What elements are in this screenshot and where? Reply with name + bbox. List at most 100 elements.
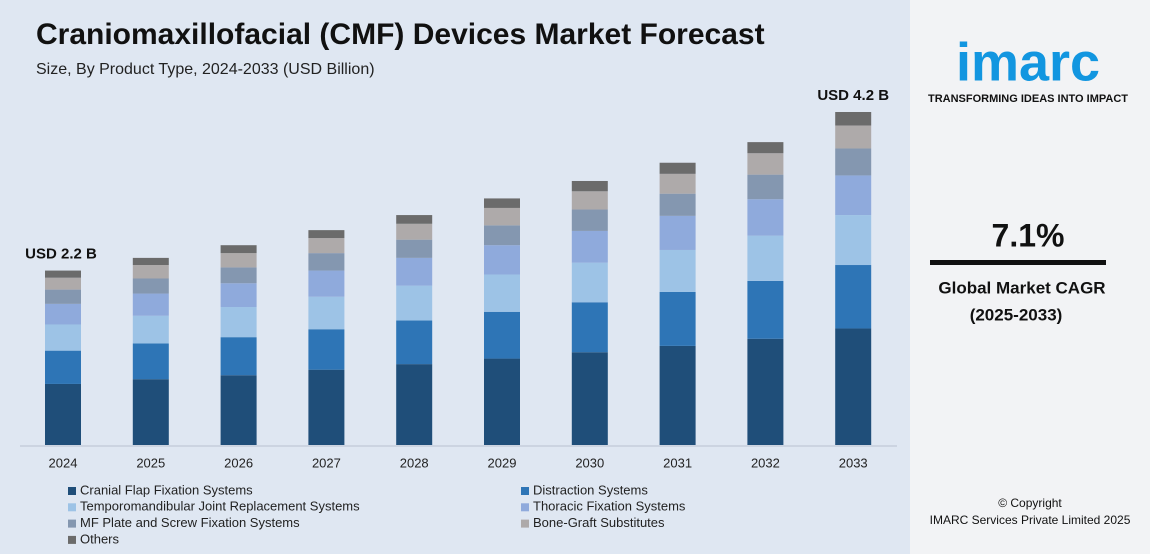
legend-swatch (521, 503, 529, 512)
legend-label: Bone-Graft Substitutes (533, 515, 665, 530)
bar-segment (484, 274, 520, 312)
bar-segment (220, 307, 257, 338)
bar-segment (571, 302, 608, 353)
bar-segment (220, 375, 257, 445)
bar-segment (747, 174, 784, 200)
x-tick-label: 2025 (136, 455, 165, 470)
legend-swatch (68, 503, 76, 512)
legend-label: Distraction Systems (533, 482, 648, 497)
bar-segment (396, 215, 433, 224)
bar-segment (396, 257, 433, 286)
bar-segment (835, 215, 872, 266)
legend-label: Thoracic Fixation Systems (533, 499, 686, 514)
bar-segment (308, 270, 345, 297)
cagr-period: (2025-2033) (970, 305, 1063, 324)
bar-segment (220, 267, 257, 284)
bar-segment (396, 364, 433, 445)
legend-swatch (68, 535, 76, 544)
x-tick-label: 2029 (488, 455, 517, 470)
bar-segment (220, 253, 257, 268)
bar-segment (484, 207, 520, 226)
bar-segment (835, 125, 872, 149)
bar-segment (132, 257, 169, 266)
bar-segment (747, 235, 784, 281)
bar-segment (571, 262, 608, 303)
x-tick-label: 2024 (49, 455, 78, 470)
annotation: USD 2.2 B (25, 246, 97, 263)
bar-segment (571, 230, 608, 263)
legend-swatch (521, 487, 529, 495)
bar-segment (659, 193, 696, 216)
bar-segment (308, 329, 345, 370)
bar-segment (396, 239, 433, 258)
bar-segment (659, 345, 696, 445)
bar-segment (571, 191, 608, 210)
bar-segment (659, 215, 696, 250)
bar-segment (484, 245, 520, 275)
logo: imarc (956, 32, 1100, 92)
cagr-value: 7.1% (992, 217, 1065, 253)
legend-swatch (68, 519, 76, 528)
bar-segment (45, 277, 81, 290)
tagline: TRANSFORMING IDEAS INTO IMPACT (928, 93, 1128, 105)
x-tick-label: 2033 (839, 455, 868, 470)
bar-segment (45, 303, 81, 325)
bar-segment (308, 238, 345, 254)
x-tick-label: 2032 (751, 455, 780, 470)
bar-segment (835, 265, 872, 329)
bar-segment (220, 245, 257, 254)
chart-subtitle: Size, By Product Type, 2024-2033 (USD Bi… (36, 61, 375, 78)
legend-swatch (521, 519, 529, 528)
x-tick-label: 2031 (663, 455, 692, 470)
legend-label: Temporomandibular Joint Replacement Syst… (80, 499, 360, 514)
bar-segment (835, 175, 872, 216)
bar-segment (45, 270, 81, 278)
bar-segment (571, 180, 608, 192)
bar-segment (571, 352, 608, 445)
bar-segment (747, 199, 784, 236)
annotation: USD 4.2 B (817, 87, 889, 104)
bar-segment (484, 311, 520, 359)
cagr-rule (930, 260, 1106, 265)
bar-segment (132, 278, 169, 294)
x-tick-label: 2026 (224, 455, 253, 470)
bar-segment (45, 383, 81, 445)
bar-segment (396, 285, 433, 321)
company: IMARC Services Private Limited 2025 (930, 513, 1131, 527)
bar-segment (132, 265, 169, 279)
bar-segment (659, 291, 696, 346)
bar-segment (747, 142, 784, 154)
bar-segment (835, 112, 872, 126)
bar-segment (396, 223, 433, 240)
bar-segment (659, 249, 696, 292)
bar-segment (396, 320, 433, 365)
x-tick-label: 2028 (400, 455, 429, 470)
bar-segment (132, 343, 169, 380)
legend-label: MF Plate and Screw Fixation Systems (80, 515, 300, 530)
side-background (910, 0, 1150, 554)
bar-segment (308, 369, 345, 445)
bar-segment (132, 379, 169, 445)
bar-segment (484, 198, 520, 208)
bar-segment (484, 358, 520, 445)
legend-label: Others (80, 531, 120, 546)
bar-segment (308, 230, 345, 239)
cagr-label: Global Market CAGR (938, 278, 1105, 297)
bar-segment (835, 328, 872, 445)
copyright: © Copyright (998, 496, 1062, 510)
bar-segment (659, 173, 696, 194)
bar-segment (835, 148, 872, 176)
bar-segment (747, 280, 784, 339)
bar-segment (45, 289, 81, 304)
x-tick-label: 2030 (575, 455, 604, 470)
bar-segment (132, 315, 169, 344)
bar-segment (220, 283, 257, 308)
x-tick-label: 2027 (312, 455, 341, 470)
legend-swatch (68, 487, 76, 495)
bar-segment (308, 296, 345, 330)
legend-label: Cranial Flap Fixation Systems (80, 482, 253, 497)
bar-segment (45, 350, 81, 384)
bar-segment (308, 253, 345, 271)
bar-segment (659, 162, 696, 174)
